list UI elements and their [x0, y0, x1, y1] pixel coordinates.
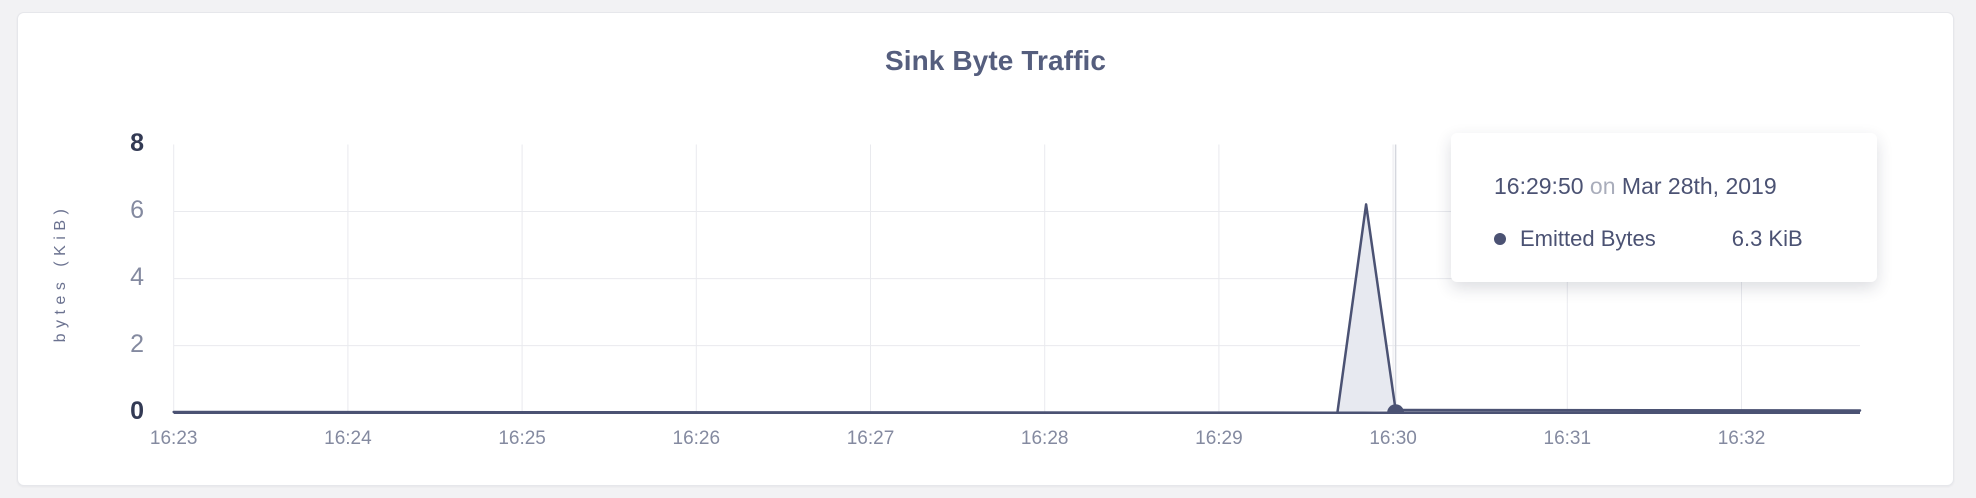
svg-text:16:31: 16:31 [1544, 428, 1592, 449]
svg-text:0: 0 [130, 397, 144, 425]
svg-text:bytes (KiB): bytes (KiB) [52, 204, 69, 343]
svg-text:16:29: 16:29 [1195, 428, 1243, 449]
svg-text:6: 6 [130, 196, 144, 224]
svg-text:16:32: 16:32 [1718, 428, 1766, 449]
svg-text:8: 8 [130, 129, 144, 157]
svg-text:16:26: 16:26 [673, 428, 721, 449]
svg-text:16:24: 16:24 [324, 428, 372, 449]
svg-text:2: 2 [130, 330, 144, 358]
svg-text:16:23: 16:23 [150, 428, 198, 449]
svg-text:16:28: 16:28 [1021, 428, 1069, 449]
svg-text:16:25: 16:25 [498, 428, 546, 449]
svg-text:4: 4 [130, 263, 144, 291]
svg-text:16:27: 16:27 [847, 428, 895, 449]
svg-text:16:30: 16:30 [1369, 428, 1417, 449]
